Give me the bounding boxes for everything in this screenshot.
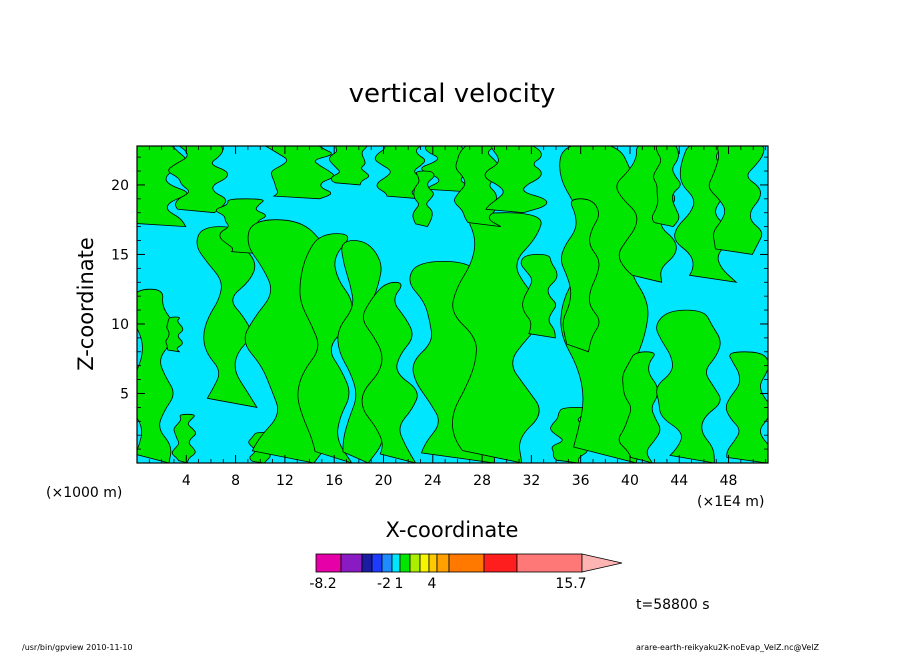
updraft-region bbox=[708, 146, 765, 255]
updraft-region bbox=[618, 351, 661, 463]
colorbar-arrow bbox=[581, 553, 623, 573]
colorbar-tick-label: 1 bbox=[395, 576, 404, 592]
colorbar-tick-label: -8.2 bbox=[309, 576, 336, 592]
updraft-region bbox=[171, 413, 196, 463]
colorbar-tick-label: 4 bbox=[428, 576, 437, 592]
colorbar-swatch bbox=[340, 553, 363, 573]
y-tick-label: 10 bbox=[111, 317, 129, 333]
y-unit-label: (×1000 m) bbox=[46, 485, 122, 501]
updraft-region bbox=[168, 146, 229, 214]
x-tick-label: 20 bbox=[375, 473, 393, 489]
x-tick-label: 40 bbox=[621, 473, 639, 489]
colorbar-tick-label: -2 bbox=[377, 576, 391, 592]
updraft-region bbox=[520, 253, 558, 339]
colorbar-swatch bbox=[409, 553, 421, 573]
updraft-region bbox=[329, 146, 370, 186]
updraft-region bbox=[452, 212, 546, 463]
y-axis-label: Z-coordinate bbox=[74, 237, 98, 371]
colorbar-swatch bbox=[371, 553, 383, 573]
x-tick-label: 24 bbox=[424, 473, 442, 489]
y-tick-label: 20 bbox=[111, 178, 129, 194]
updraft-region bbox=[725, 351, 768, 463]
x-unit-label: (×1E4 m) bbox=[697, 494, 764, 510]
footer-program-date: /usr/bin/gpview 2010-11-10 bbox=[22, 643, 133, 652]
colorbar-swatch bbox=[399, 553, 411, 573]
updraft-region bbox=[264, 146, 334, 200]
updraft-region bbox=[656, 309, 721, 463]
y-tick-label: 15 bbox=[111, 247, 129, 263]
updraft-region bbox=[297, 233, 353, 463]
updraft-region bbox=[484, 146, 548, 214]
x-tick-label: 8 bbox=[231, 473, 240, 489]
footer-file-name: arare-earth-reikyaku2K-noEvap_VelZ.nc@Ve… bbox=[636, 643, 820, 652]
colorbar-swatch bbox=[483, 553, 518, 573]
colorbar-swatch bbox=[419, 553, 430, 573]
colorbar-swatch bbox=[448, 553, 485, 573]
colorbar-swatch bbox=[428, 553, 438, 573]
colorbar-swatch bbox=[436, 553, 450, 573]
x-tick-label: 48 bbox=[720, 473, 738, 489]
x-tick-label: 28 bbox=[473, 473, 491, 489]
x-tick-label: 4 bbox=[182, 473, 191, 489]
chart-title: vertical velocity bbox=[349, 79, 556, 109]
x-axis-label: X-coordinate bbox=[386, 518, 519, 542]
updraft-region bbox=[561, 198, 600, 353]
x-tick-label: 44 bbox=[670, 473, 688, 489]
x-tick-label: 12 bbox=[276, 473, 294, 489]
updraft-region bbox=[361, 281, 418, 463]
colorbar-swatch bbox=[381, 553, 393, 573]
colorbar-swatch bbox=[391, 553, 401, 573]
y-tick-label: 5 bbox=[120, 386, 129, 402]
y-axis: 5 10 15 20 bbox=[111, 156, 768, 450]
colorbar-swatch bbox=[315, 553, 342, 573]
plot-frame bbox=[136, 145, 769, 464]
velocity-field bbox=[137, 146, 768, 463]
colorbar-swatch bbox=[361, 553, 373, 573]
updraft-region bbox=[412, 170, 435, 228]
time-label: t=58800 s bbox=[636, 597, 710, 613]
x-axis: 4 8 12 16 20 24 28 32 36 40 44 48 bbox=[148, 146, 766, 489]
colorbar-swatch bbox=[516, 553, 583, 573]
x-tick-label: 32 bbox=[522, 473, 540, 489]
updraft-region bbox=[651, 146, 681, 228]
x-tick-label: 16 bbox=[325, 473, 343, 489]
colorbar bbox=[315, 553, 623, 573]
updraft-region bbox=[137, 288, 175, 463]
updraft-region bbox=[165, 316, 184, 353]
colorbar-tick-label: 15.7 bbox=[555, 576, 586, 592]
x-tick-label: 36 bbox=[572, 473, 590, 489]
colorbar-tick-labels: -8.2 -2 1 4 15.7 bbox=[309, 576, 586, 592]
